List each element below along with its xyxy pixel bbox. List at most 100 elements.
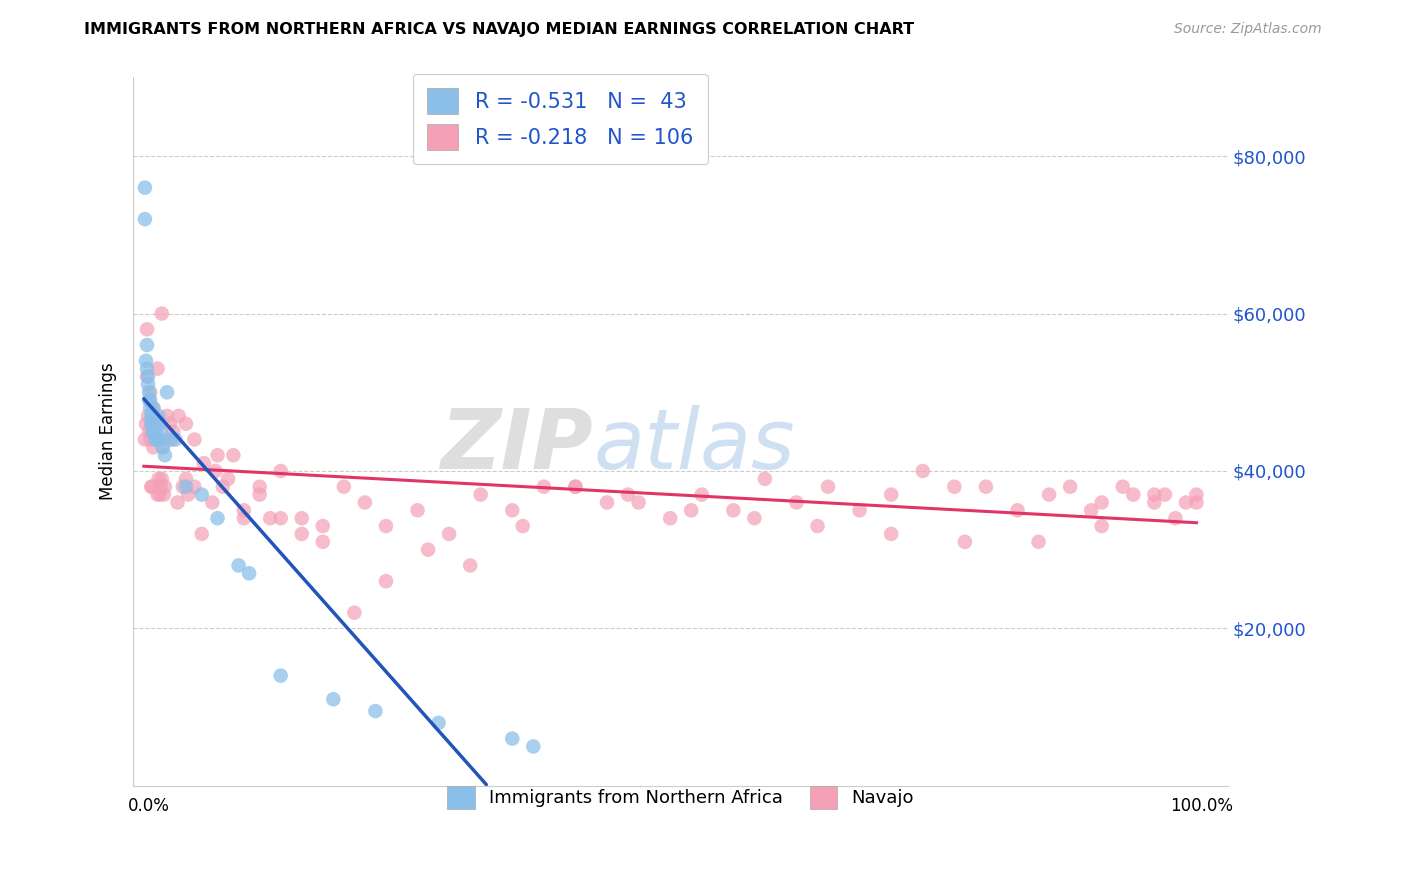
Point [1143,487,1166,501]
Point [291,511,314,525]
Point [139,433,162,447]
Point [848,503,870,517]
Point [1059,480,1081,494]
Point [152,441,174,455]
Point [190,487,212,501]
Point [512,519,534,533]
Point [880,527,903,541]
Point [207,448,229,462]
Point [145,433,167,447]
Point [162,433,184,447]
Point [183,433,205,447]
Point [141,417,163,431]
Point [136,369,159,384]
Point [470,487,492,501]
Point [943,480,966,494]
Point [174,480,197,494]
Point [1007,503,1029,517]
Point [458,558,481,573]
Point [232,511,254,525]
Point [232,503,254,517]
Y-axis label: Median Earnings: Median Earnings [100,363,117,500]
Point [139,385,162,400]
Point [143,409,166,423]
Point [149,487,172,501]
Text: 0.0%: 0.0% [128,797,170,814]
Point [167,409,190,423]
Point [249,480,271,494]
Point [149,480,172,494]
Point [138,425,160,439]
Point [148,472,170,486]
Point [136,361,159,376]
Point [134,180,156,194]
Point [427,715,450,730]
Point [270,511,292,525]
Point [270,668,292,682]
Point [156,385,179,400]
Point [134,212,156,227]
Point [690,487,713,501]
Point [193,456,215,470]
Point [1080,503,1102,517]
Point [134,433,156,447]
Point [1112,480,1135,494]
Point [322,692,344,706]
Point [1154,487,1177,501]
Point [1185,495,1208,509]
Point [136,369,159,384]
Point [162,425,184,439]
Point [312,519,335,533]
Point [135,417,157,431]
Point [142,401,165,415]
Point [406,503,429,517]
Point [974,480,997,494]
Text: ZIP: ZIP [440,405,593,486]
Point [723,503,745,517]
Point [596,495,619,509]
Point [141,417,163,431]
Point [150,433,173,447]
Point [953,534,976,549]
Point [312,534,335,549]
Point [145,433,167,447]
Point [139,401,162,415]
Point [153,480,176,494]
Point [222,448,245,462]
Point [744,511,766,525]
Point [135,353,157,368]
Point [174,417,197,431]
Point [145,433,167,447]
Point [416,542,439,557]
Point [1038,487,1060,501]
Point [204,464,226,478]
Text: Source: ZipAtlas.com: Source: ZipAtlas.com [1174,22,1322,37]
Point [136,322,159,336]
Point [911,464,934,478]
Point [249,487,271,501]
Point [1091,519,1114,533]
Point [153,448,176,462]
Point [1028,534,1050,549]
Point [785,495,807,509]
Point [681,503,703,517]
Point [364,704,387,718]
Point [142,401,165,415]
Point [754,472,776,486]
Point [522,739,544,754]
Point [148,409,170,423]
Point [333,480,356,494]
Point [138,393,160,408]
Point [211,480,233,494]
Point [156,409,179,423]
Point [141,480,163,494]
Point [437,527,460,541]
Point [217,472,239,486]
Point [145,425,167,439]
Point [501,731,523,746]
Point [806,519,828,533]
Point [270,464,292,478]
Point [343,606,366,620]
Point [1164,511,1187,525]
Point [174,472,197,486]
